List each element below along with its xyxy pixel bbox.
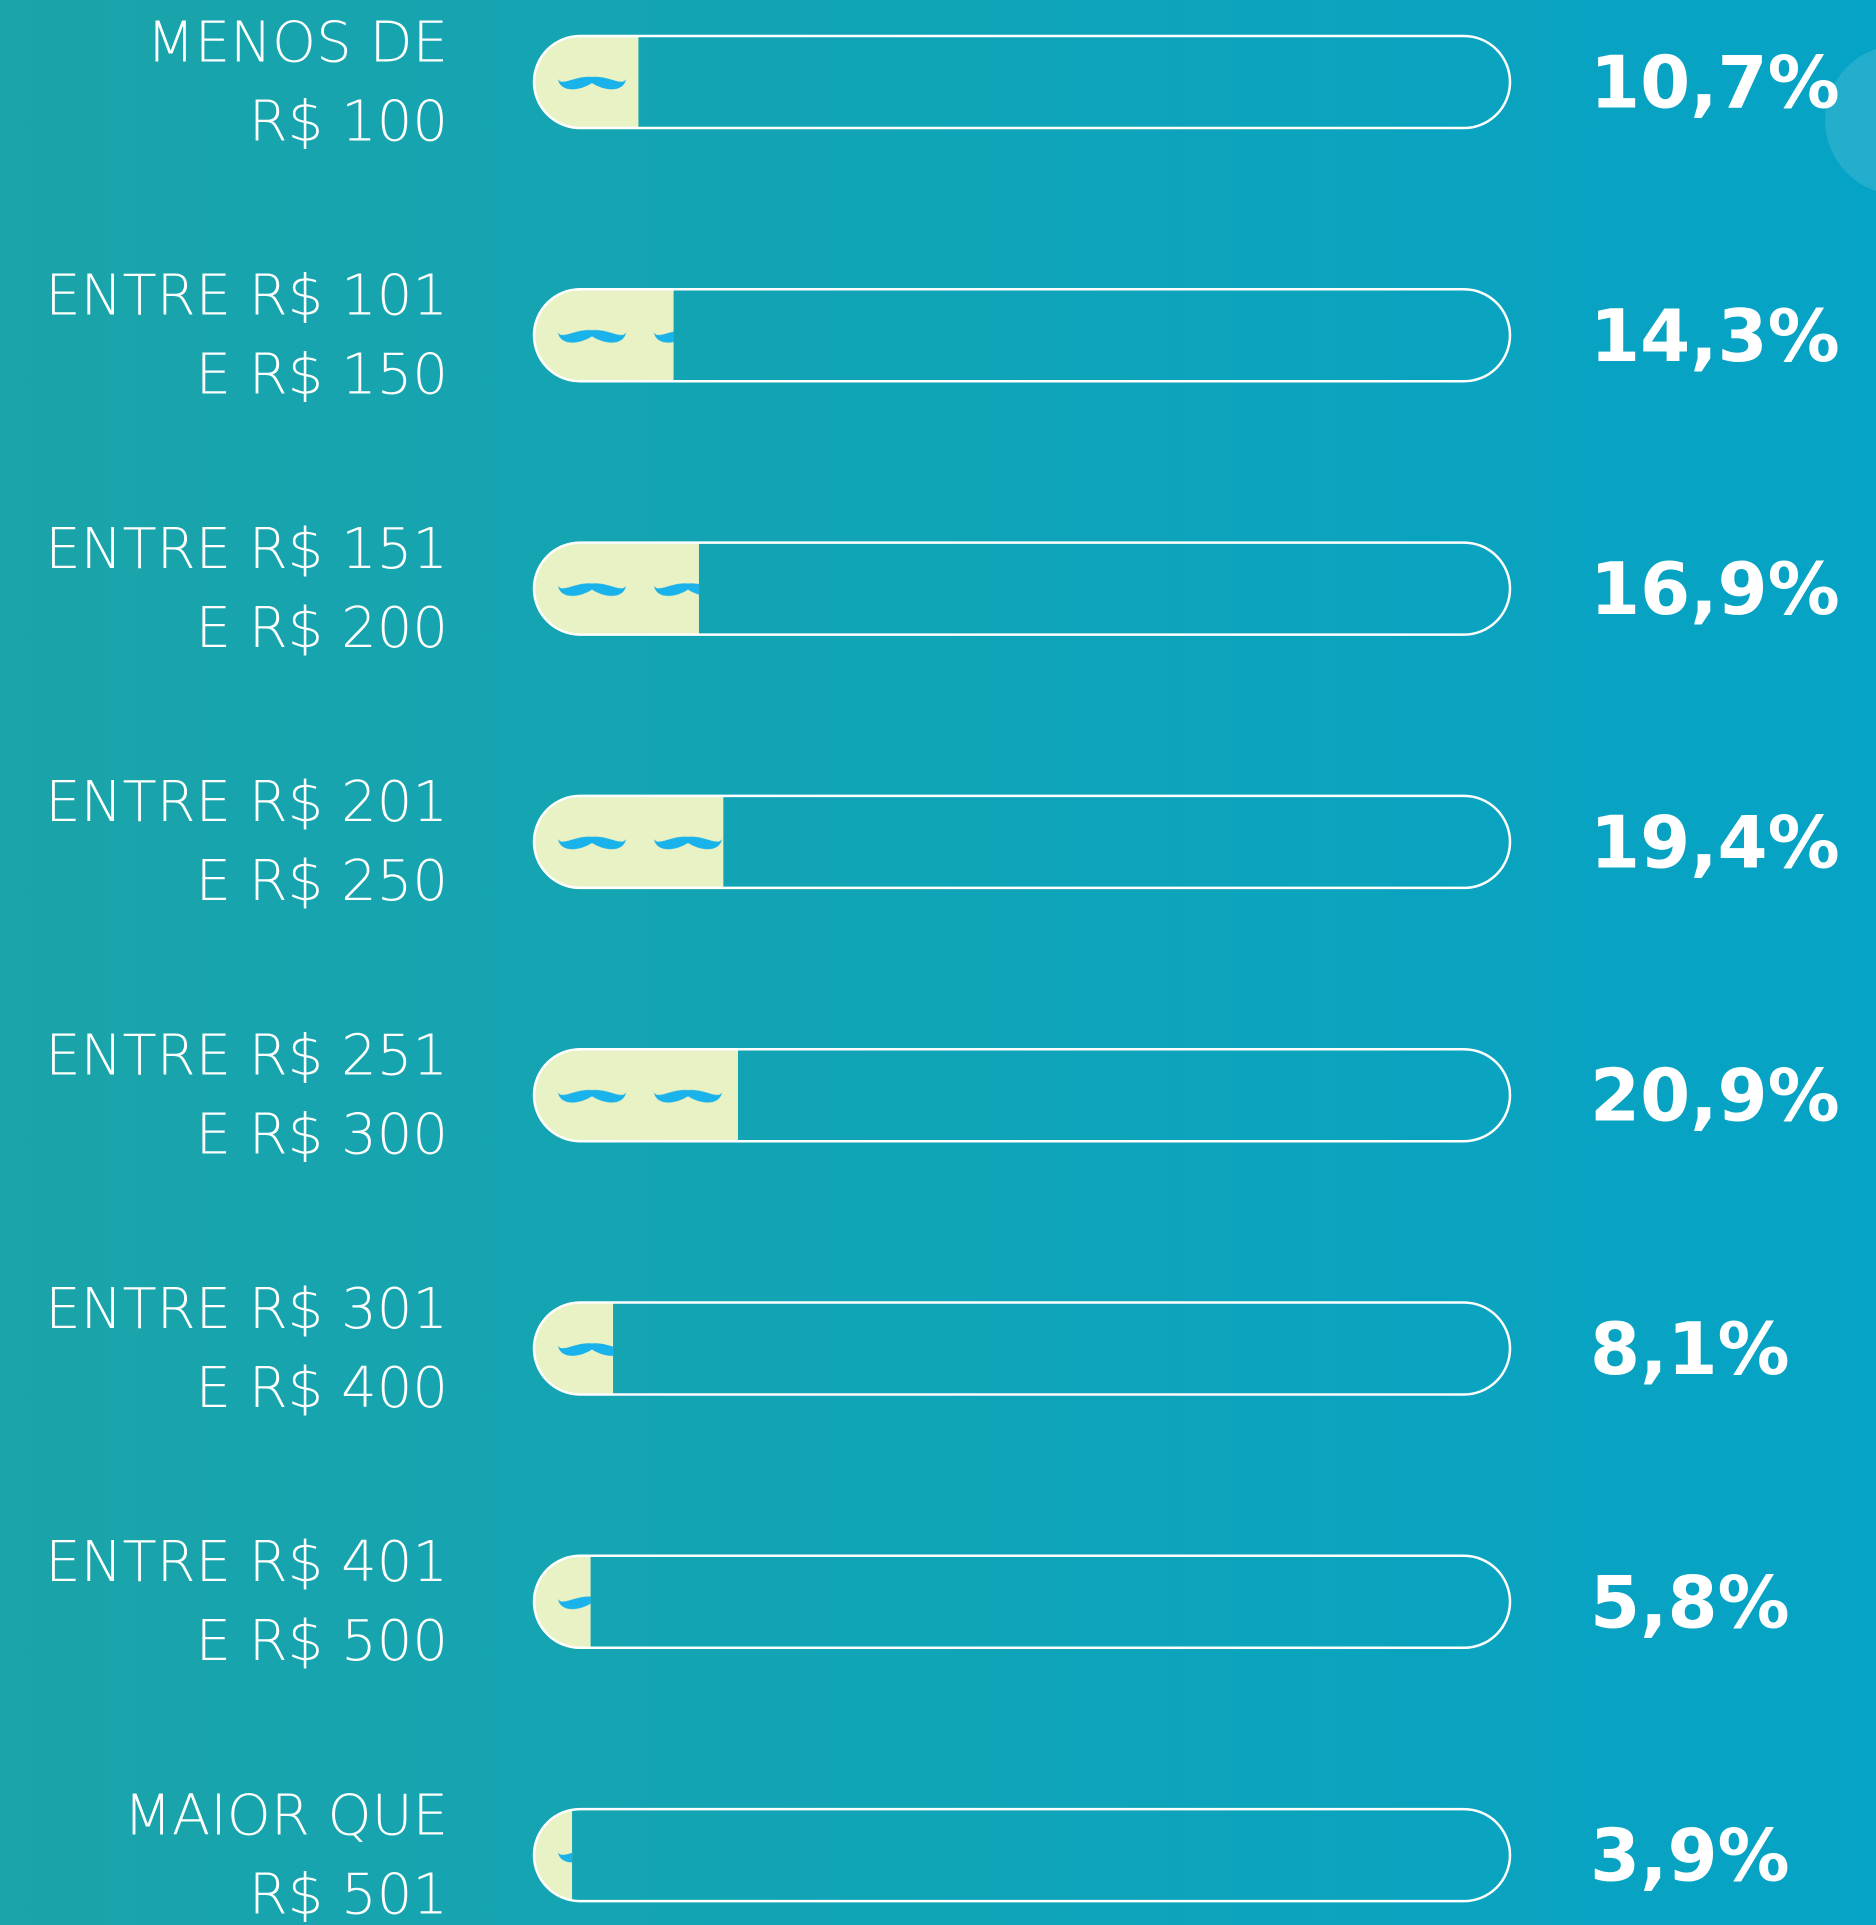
bar-group — [534, 542, 699, 635]
category-label: R$ 100 — [249, 89, 448, 154]
value-label: 14,3% — [1590, 294, 1840, 378]
decoration — [1825, 48, 1876, 192]
category-label: E R$ 200 — [196, 596, 448, 661]
bar-group — [534, 289, 674, 382]
bar-group — [534, 795, 724, 888]
bar-track — [532, 1554, 1512, 1650]
category-label: MAIOR QUE — [124, 1783, 448, 1848]
bar-group — [534, 1049, 738, 1142]
bar-track — [532, 1807, 1512, 1903]
bar-track — [532, 1301, 1512, 1396]
category-label: ENTRE R$ 151 — [45, 517, 448, 582]
bar-icons — [534, 542, 699, 635]
bar-icons — [534, 36, 639, 128]
value-label: 16,9% — [1590, 547, 1840, 631]
bar-group — [534, 36, 639, 128]
bar-track — [532, 541, 1512, 636]
value-label: 10,7% — [1590, 41, 1840, 125]
value-label: 8,1% — [1590, 1307, 1790, 1391]
bar-track — [532, 794, 1512, 890]
category-label: MENOS DE — [146, 10, 448, 75]
category-label: E R$ 300 — [196, 1102, 448, 1167]
category-label: ENTRE R$ 401 — [45, 1530, 448, 1595]
category-label: E R$ 500 — [196, 1609, 448, 1674]
category-label: E R$ 150 — [196, 343, 448, 408]
bar-track — [532, 1047, 1512, 1143]
value-label: 3,9% — [1590, 1814, 1790, 1898]
category-label: R$ 501 — [249, 1862, 448, 1925]
bar-icons — [534, 795, 724, 888]
category-label: ENTRE R$ 301 — [45, 1277, 448, 1342]
bar-track — [532, 34, 1512, 130]
bar-icons — [534, 1049, 738, 1142]
bar-icons — [534, 289, 674, 382]
value-label: 19,4% — [1590, 800, 1840, 884]
value-label: 20,9% — [1590, 1054, 1840, 1138]
value-label: 5,8% — [1590, 1560, 1790, 1644]
category-label: ENTRE R$ 101 — [45, 264, 448, 329]
category-label: E R$ 250 — [196, 849, 448, 914]
category-label: ENTRE R$ 201 — [45, 770, 448, 835]
category-label: ENTRE R$ 251 — [45, 1023, 448, 1088]
bar-track — [532, 288, 1512, 383]
category-label: E R$ 400 — [196, 1356, 448, 1421]
